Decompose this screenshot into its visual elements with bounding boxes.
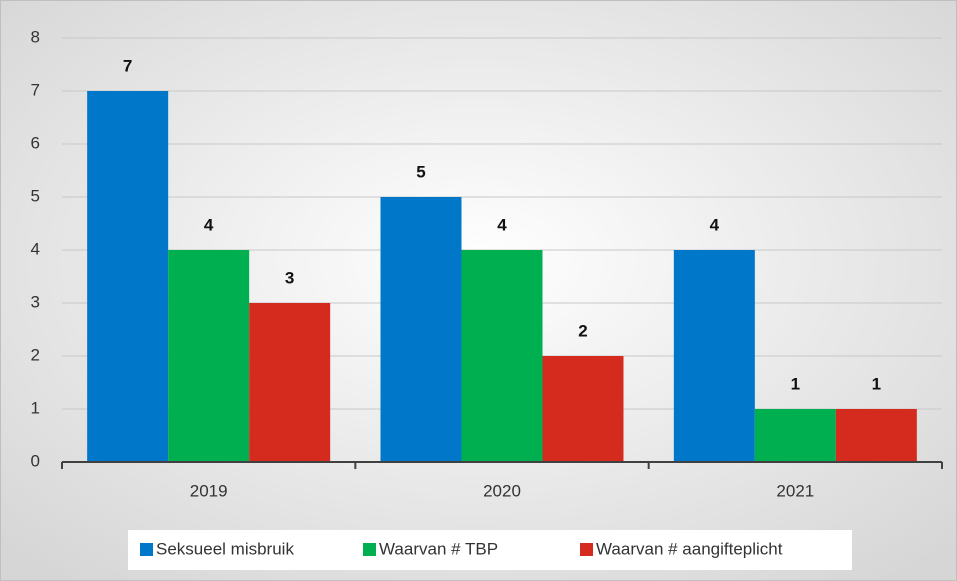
legend-label: Seksueel misbruik xyxy=(156,539,294,558)
bar xyxy=(380,197,462,462)
y-tick-label: 2 xyxy=(31,345,40,364)
y-tick-label: 4 xyxy=(31,239,40,258)
bar xyxy=(835,409,917,462)
bar xyxy=(168,250,250,462)
legend-label: Waarvan # aangifteplicht xyxy=(596,539,783,558)
bar xyxy=(461,250,543,462)
bar xyxy=(754,409,836,462)
y-tick-label: 0 xyxy=(31,451,40,470)
x-tick-label: 2019 xyxy=(190,481,228,500)
data-label: 1 xyxy=(872,374,881,393)
legend-box xyxy=(128,530,852,570)
data-label: 4 xyxy=(204,215,214,234)
y-tick-label: 7 xyxy=(31,80,40,99)
y-tick-label: 5 xyxy=(31,186,40,205)
data-label: 2 xyxy=(578,321,587,340)
legend-swatch xyxy=(580,543,593,556)
y-tick-label: 1 xyxy=(31,398,40,417)
legend-swatch xyxy=(140,543,153,556)
y-tick-label: 8 xyxy=(31,27,40,46)
legend-swatch xyxy=(363,543,376,556)
y-tick-label: 3 xyxy=(31,292,40,311)
x-tick-label: 2020 xyxy=(483,481,521,500)
bar xyxy=(673,250,755,462)
data-label: 1 xyxy=(791,374,800,393)
bar xyxy=(542,356,624,462)
bar xyxy=(249,303,331,462)
legend-label: Waarvan # TBP xyxy=(379,539,498,558)
data-label: 7 xyxy=(123,56,132,75)
data-label: 4 xyxy=(710,215,720,234)
y-tick-label: 6 xyxy=(31,133,40,152)
data-label: 3 xyxy=(285,268,294,287)
x-tick-label: 2021 xyxy=(776,481,814,500)
data-label: 4 xyxy=(497,215,507,234)
data-label: 5 xyxy=(416,162,425,181)
bar xyxy=(87,91,169,462)
